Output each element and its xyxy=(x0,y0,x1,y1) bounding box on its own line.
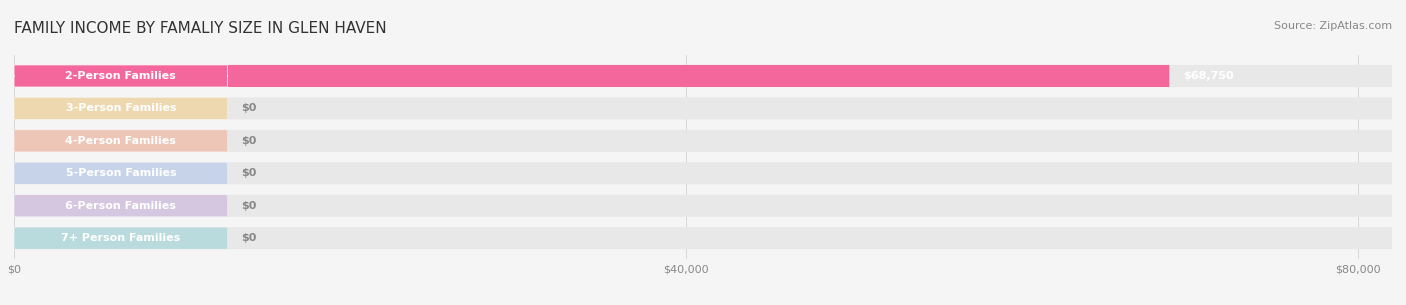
Text: FAMILY INCOME BY FAMALIY SIZE IN GLEN HAVEN: FAMILY INCOME BY FAMALIY SIZE IN GLEN HA… xyxy=(14,21,387,36)
FancyBboxPatch shape xyxy=(14,130,228,152)
FancyBboxPatch shape xyxy=(14,162,228,184)
Text: $0: $0 xyxy=(242,233,257,243)
FancyBboxPatch shape xyxy=(14,65,1170,87)
FancyBboxPatch shape xyxy=(14,130,1392,152)
Text: 7+ Person Families: 7+ Person Families xyxy=(62,233,180,243)
Text: 3-Person Families: 3-Person Families xyxy=(66,103,176,113)
FancyBboxPatch shape xyxy=(14,65,228,87)
Text: Source: ZipAtlas.com: Source: ZipAtlas.com xyxy=(1274,21,1392,31)
FancyBboxPatch shape xyxy=(14,227,228,249)
Text: 2-Person Families: 2-Person Families xyxy=(66,71,176,81)
Text: $0: $0 xyxy=(242,103,257,113)
FancyBboxPatch shape xyxy=(14,195,1392,217)
Text: $0: $0 xyxy=(242,168,257,178)
Text: 6-Person Families: 6-Person Families xyxy=(66,201,176,211)
FancyBboxPatch shape xyxy=(14,227,1392,249)
FancyBboxPatch shape xyxy=(14,195,228,217)
FancyBboxPatch shape xyxy=(14,162,1392,184)
Text: 5-Person Families: 5-Person Families xyxy=(66,168,176,178)
Text: $0: $0 xyxy=(242,201,257,211)
FancyBboxPatch shape xyxy=(14,97,1392,120)
Text: $0: $0 xyxy=(242,136,257,146)
Text: $68,750: $68,750 xyxy=(1182,71,1233,81)
FancyBboxPatch shape xyxy=(14,65,1392,87)
FancyBboxPatch shape xyxy=(14,97,228,120)
Text: 4-Person Families: 4-Person Families xyxy=(66,136,176,146)
